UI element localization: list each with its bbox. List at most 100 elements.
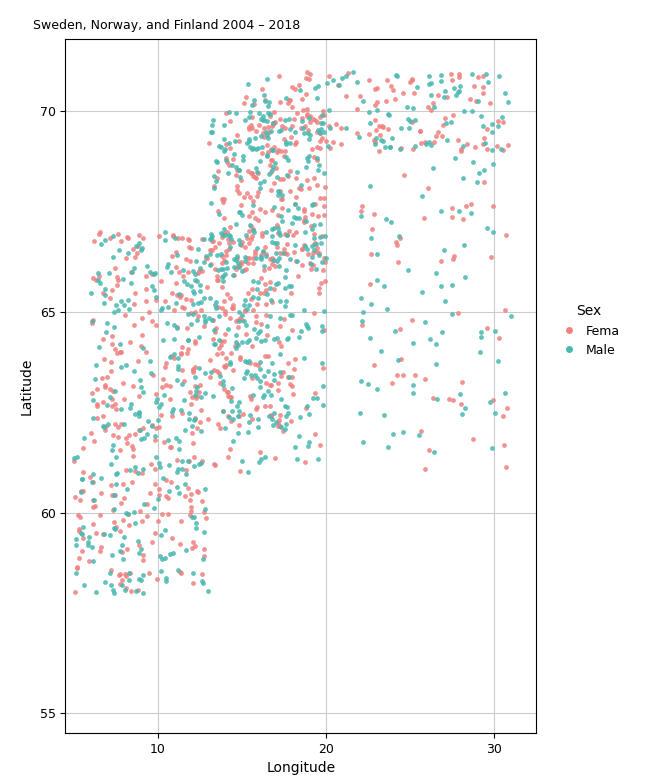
Point [78,432,89,445]
Point [374,144,385,157]
Point [220,268,230,280]
Point [391,69,402,81]
Point [184,455,194,467]
Point [133,583,143,596]
Point [290,225,301,238]
Point [190,360,200,373]
Point [281,136,291,148]
Point [126,402,136,414]
Point [314,287,324,300]
Point [78,532,89,544]
Point [136,574,146,587]
Point [308,198,318,211]
Point [357,436,368,448]
Point [135,424,146,437]
Point [198,526,209,538]
Point [268,144,279,157]
Point [283,154,294,166]
Point [96,541,107,553]
Point [196,391,206,403]
Point [154,456,165,469]
Point [173,351,183,363]
Point [283,370,294,383]
Point [303,112,314,124]
Point [262,73,272,85]
Point [454,85,464,98]
Point [296,243,307,256]
Point [182,308,193,321]
Point [269,105,279,118]
Point [92,398,102,410]
Point [206,232,216,245]
Point [121,582,131,594]
Point [138,422,148,434]
Point [219,211,230,224]
Point [182,322,192,335]
Point [455,80,465,93]
Point [126,265,136,278]
Point [223,236,233,249]
Point [307,240,317,253]
Point [219,360,230,372]
Point [224,410,234,423]
Point [421,137,431,150]
Y-axis label: Latitude: Latitude [20,357,34,415]
Point [228,269,239,282]
Point [415,125,425,137]
Point [481,143,492,155]
Point [106,579,116,591]
Point [129,318,139,331]
Point [234,261,245,273]
Point [262,365,273,378]
Point [205,370,215,383]
Point [83,539,94,551]
Point [124,574,134,587]
Point [151,319,162,332]
Point [240,304,250,317]
Point [223,410,233,422]
Point [325,122,336,134]
Point [258,391,269,403]
Point [168,402,179,415]
Point [314,282,324,294]
Point [88,517,98,530]
Point [193,243,203,255]
Point [225,442,235,455]
Point [399,168,409,181]
Point [128,243,139,255]
Point [224,115,235,127]
Point [186,318,196,331]
Point [226,395,236,407]
Point [188,307,198,320]
Point [266,251,277,264]
Point [110,418,120,431]
Point [207,244,217,257]
Point [216,227,226,239]
Point [215,421,226,434]
Point [138,463,148,475]
Point [284,94,295,106]
Point [315,135,325,147]
Point [194,265,205,278]
Point [372,81,383,94]
Point [269,282,279,295]
Point [226,232,236,245]
Point [333,79,343,91]
Point [176,346,186,359]
Point [298,104,308,116]
Point [212,156,222,168]
Point [290,198,300,211]
Point [458,172,469,185]
Point [262,149,272,161]
Point [210,326,220,339]
Point [188,576,198,589]
Point [394,229,404,242]
Point [275,123,286,136]
Point [242,356,252,368]
Point [236,239,247,251]
Point [209,338,220,350]
Point [126,585,136,597]
Point [252,283,262,296]
Point [149,268,160,281]
Point [247,122,257,135]
